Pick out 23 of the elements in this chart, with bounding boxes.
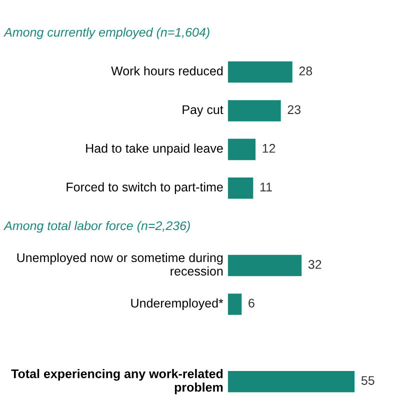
bar <box>228 177 254 199</box>
bar <box>228 100 281 122</box>
text: Among currently employed (n=1,604) <box>3 28 210 40</box>
data-label: 28 <box>299 66 312 76</box>
bar <box>228 370 355 392</box>
bar <box>228 61 292 83</box>
data-label: 55 <box>361 376 374 385</box>
bar <box>228 138 256 160</box>
data-label: 11 <box>260 182 272 192</box>
data-label: 12 <box>262 144 276 153</box>
bar <box>228 254 302 276</box>
y-tick-label: Had to take unpaid leave <box>86 144 223 156</box>
y-tick-label: Unemployed now or sometime during recession <box>17 252 223 276</box>
y-tick-label: Forced to switch to part-time <box>66 182 223 194</box>
text: Among total labor force (n=2,236) <box>3 220 190 233</box>
y-tick-label: Work hours reduced <box>111 66 223 76</box>
y-tick-label: Total experiencing any work-related problem <box>11 369 223 394</box>
data-label: 32 <box>308 260 322 269</box>
bar <box>228 294 242 315</box>
y-tick-label: Underemployed* <box>131 298 224 310</box>
data-label: 23 <box>288 105 301 114</box>
y-tick-label: Pay cut <box>182 105 224 117</box>
data-label: 6 <box>248 298 254 308</box>
